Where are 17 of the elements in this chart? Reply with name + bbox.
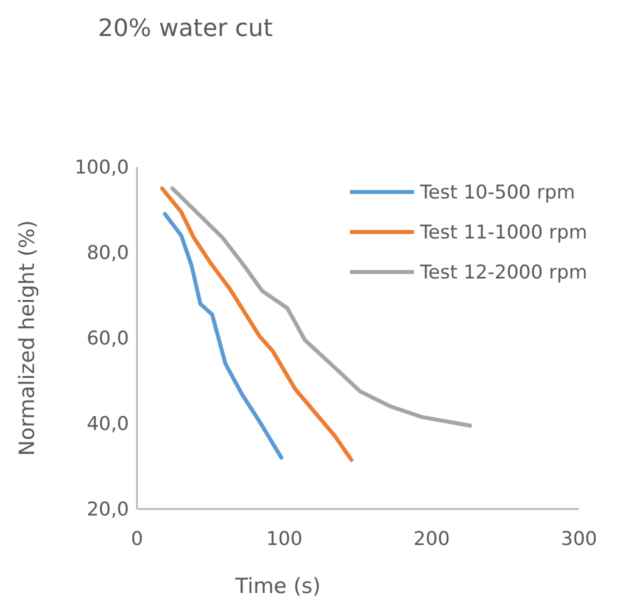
legend-label: Test 12-2000 rpm — [419, 262, 588, 284]
y-tick-label: 80,0 — [86, 242, 129, 264]
y-tick-label: 40,0 — [86, 413, 129, 436]
line-series — [160, 186, 354, 462]
legend-label: Test 11-1000 rpm — [419, 222, 588, 244]
x-tick-label: 0 — [130, 528, 144, 550]
y-axis-title: Normalized height (%) — [15, 220, 39, 456]
x-tick-label: 100 — [266, 528, 302, 550]
x-axis-title: Time (s) — [234, 574, 321, 598]
chart-title: 20% water cut — [98, 14, 273, 42]
x-tick-label: 200 — [414, 528, 450, 550]
y-tick-label: 60,0 — [86, 328, 129, 350]
y-tick-label: 20,0 — [86, 498, 129, 521]
y-tick-label: 100,0 — [74, 156, 129, 179]
x-tick-label: 300 — [560, 528, 598, 550]
line-series — [162, 212, 284, 460]
legend-label: Test 10-500 rpm — [419, 182, 576, 204]
